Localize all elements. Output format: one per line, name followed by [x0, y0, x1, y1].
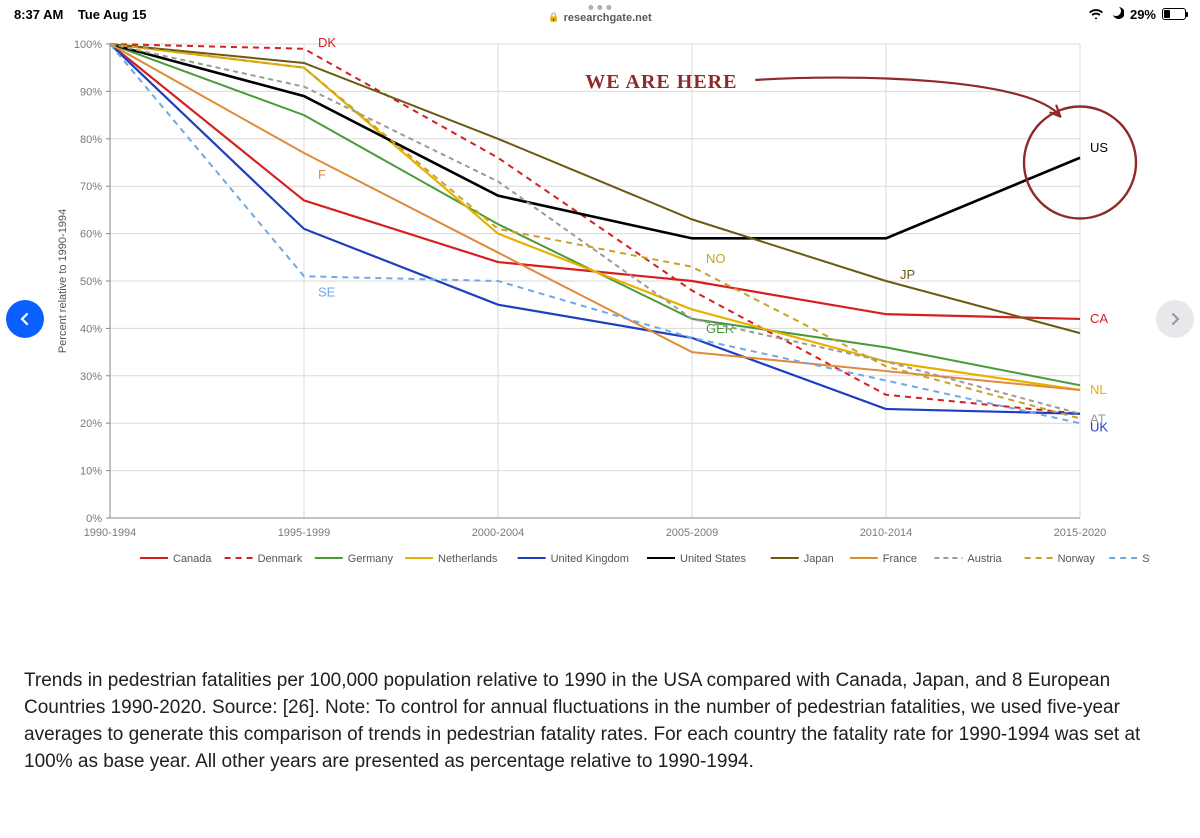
svg-text:40%: 40% — [80, 323, 102, 335]
legend-item-japan: Japan — [804, 553, 834, 565]
wifi-icon — [1088, 7, 1104, 22]
svg-text:2005-2009: 2005-2009 — [666, 527, 719, 539]
series-label-ger: GER — [706, 321, 734, 336]
legend-item-denmark: Denmark — [258, 553, 303, 565]
moon-icon — [1110, 6, 1124, 23]
series-label-no: NO — [706, 251, 726, 266]
legend-item-united-states: United States — [680, 553, 747, 565]
figure-caption: Trends in pedestrian fatalities per 100,… — [24, 668, 1176, 776]
svg-text:2015-2020: 2015-2020 — [1054, 527, 1107, 539]
svg-text:2000-2004: 2000-2004 — [472, 527, 525, 539]
status-date: Tue Aug 15 — [78, 7, 147, 22]
url-text: researchgate.net — [564, 12, 652, 24]
legend-item-sweden: Sweden — [1142, 553, 1150, 565]
lock-icon: 🔒 — [548, 12, 559, 23]
line-chart: 0% 10% 20% 30% 40% 50% 60% 70% 80% 90% 100% 1990-19… — [50, 36, 1150, 596]
svg-text:30%: 30% — [80, 371, 102, 383]
url-bar[interactable]: 🔒 researchgate.net — [548, 12, 651, 24]
chart-container: 0% 10% 20% 30% 40% 50% 60% 70% 80% 90% 100% 1990-19… — [50, 36, 1150, 596]
series-label-at: AT — [1090, 412, 1106, 427]
legend-item-france: France — [883, 553, 917, 565]
status-time: 8:37 AM — [14, 7, 63, 22]
series-austria — [110, 44, 1080, 414]
series-germany — [110, 44, 1080, 385]
legend-item-united-kingdom: United Kingdom — [551, 553, 629, 565]
battery-pct: 29% — [1130, 7, 1156, 22]
series-label-dk: DK — [318, 36, 336, 50]
next-button[interactable] — [1156, 300, 1194, 338]
legend-item-canada: Canada — [173, 553, 212, 565]
series-label-f: F — [318, 167, 326, 182]
series-united-kingdom — [110, 44, 1080, 414]
series-label-ca: CA — [1090, 311, 1108, 326]
svg-text:10%: 10% — [80, 466, 102, 478]
legend-item-netherlands: Netherlands — [438, 553, 498, 565]
series-label-us: US — [1090, 140, 1108, 155]
svg-text:60%: 60% — [80, 229, 102, 241]
status-left: 8:37 AM Tue Aug 15 — [14, 7, 146, 22]
status-right: 29% — [1088, 6, 1186, 23]
status-bar: 8:37 AM Tue Aug 15 🔒 researchgate.net 29… — [0, 0, 1200, 28]
svg-text:20%: 20% — [80, 418, 102, 430]
svg-text:70%: 70% — [80, 181, 102, 193]
status-center: 🔒 researchgate.net — [548, 5, 651, 24]
series-denmark — [110, 44, 1080, 414]
svg-text:2010-2014: 2010-2014 — [860, 527, 913, 539]
svg-text:90%: 90% — [80, 86, 102, 98]
legend-item-germany: Germany — [348, 553, 394, 565]
svg-text:1990-1994: 1990-1994 — [84, 527, 137, 539]
battery-icon — [1162, 8, 1186, 20]
svg-text:80%: 80% — [80, 134, 102, 146]
series-norway — [110, 44, 1080, 418]
page-dots — [588, 5, 611, 10]
svg-text:50%: 50% — [80, 276, 102, 288]
svg-text:100%: 100% — [74, 39, 102, 51]
svg-text:1995-1999: 1995-1999 — [278, 527, 331, 539]
series-label-jp: JP — [900, 267, 915, 282]
annotation-text: WE ARE HERE — [585, 71, 737, 93]
svg-text:Percent relative to 1990-1994: Percent relative to 1990-1994 — [57, 209, 69, 353]
series-label-se: SE — [318, 284, 336, 299]
series-label-nl: NL — [1090, 382, 1107, 397]
svg-text:0%: 0% — [86, 513, 102, 525]
prev-button[interactable] — [6, 300, 44, 338]
legend-item-austria: Austria — [967, 553, 1002, 565]
legend-item-norway: Norway — [1058, 553, 1096, 565]
